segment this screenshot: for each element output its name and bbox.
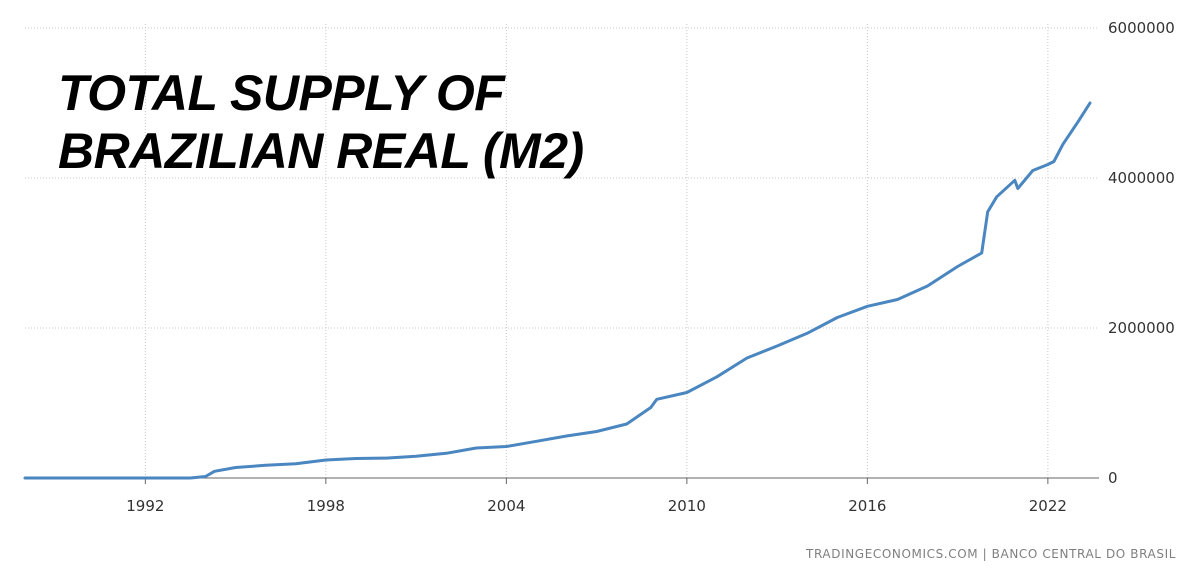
series-layer bbox=[23, 101, 1092, 480]
y-tick-label: 6000000 bbox=[1108, 19, 1175, 37]
y-tick-label: 2000000 bbox=[1108, 319, 1175, 337]
x-tick-label: 1992 bbox=[126, 497, 164, 515]
x-tick-label: 2004 bbox=[487, 497, 525, 515]
source-credit: TRADINGECONOMICS.COM | BANCO CENTRAL DO … bbox=[806, 547, 1176, 561]
series-line-m2 bbox=[23, 101, 1092, 480]
x-tick-label: 2010 bbox=[668, 497, 706, 515]
x-tick-label: 1998 bbox=[307, 497, 345, 515]
x-tick-label: 2016 bbox=[848, 497, 886, 515]
x-tick-label: 2022 bbox=[1029, 497, 1067, 515]
y-tick-label: 0 bbox=[1108, 469, 1118, 487]
chart-title-line-2: BRAZILIAN REAL (M2) bbox=[58, 123, 584, 179]
x-axis-ticks: 1992 1998 2004 2010 2016 2022 bbox=[126, 478, 1067, 515]
y-axis-ticks: 0 2000000 4000000 6000000 bbox=[1108, 19, 1175, 487]
y-tick-label: 4000000 bbox=[1108, 169, 1175, 187]
chart-title-line-1: TOTAL SUPPLY OF bbox=[58, 65, 505, 121]
grid bbox=[25, 24, 1099, 478]
